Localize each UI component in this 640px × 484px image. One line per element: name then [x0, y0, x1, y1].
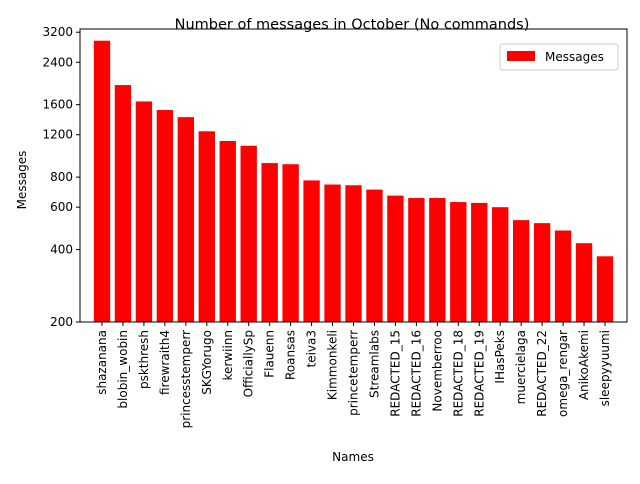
plot-frame: [79, 28, 628, 323]
y-tick-label: 1200: [42, 128, 73, 142]
x-tick-label: REDACTED_22: [535, 330, 549, 417]
x-tick-label: SKGYorugo: [200, 330, 214, 395]
bar-REDACTED_16: [408, 198, 425, 322]
x-tick-label: Kimmonkeli: [326, 330, 340, 400]
x-tick-label: omega_rengar: [556, 330, 570, 417]
x-tick-label: Roansas: [284, 330, 298, 380]
x-tick-label: AnikoAkemi: [577, 330, 591, 400]
x-tick-label: Flauenn: [263, 330, 277, 378]
x-tick-label: firewraith4: [158, 330, 172, 395]
y-tick-label: 200: [50, 315, 73, 329]
bar-Kimmonkeli: [324, 184, 341, 322]
bars-group: [93, 40, 614, 323]
x-tick-label: REDACTED_18: [451, 330, 465, 417]
x-tick-label: REDACTED_16: [409, 330, 423, 417]
bar-teiva3: [303, 180, 320, 322]
bar-firewraith4: [156, 110, 174, 323]
x-tick-label: pskthresh: [137, 330, 151, 389]
bar-OfficiallySp: [240, 145, 257, 322]
bar-SKGYorugo: [198, 131, 215, 322]
y-axis-ticks: 200 400 600 800 1200 1600 2400 3200: [42, 25, 80, 329]
bar-REDACTED_18: [450, 202, 467, 322]
bar-kerwiinn: [219, 141, 236, 322]
x-tick-label: Novemberroo: [430, 330, 444, 412]
bar-AnikoAkemi: [575, 243, 593, 322]
legend-label: Messages: [545, 50, 604, 64]
y-tick-label: 400: [50, 243, 73, 257]
bar-IHasPeks: [492, 207, 509, 322]
bar-REDACTED_19: [471, 202, 488, 322]
bar-shazanana: [93, 40, 111, 322]
x-tick-label: blobin_wobin: [116, 330, 130, 409]
bar-REDACTED_15: [387, 195, 404, 322]
x-tick-label: REDACTED_19: [472, 330, 486, 417]
legend: Messages: [499, 43, 619, 71]
x-tick-label: princetemperr: [347, 330, 361, 416]
bar-blobin_wobin: [114, 85, 132, 322]
y-tick-label: 600: [50, 200, 73, 214]
chart-title: Number of messages in October (No comman…: [175, 17, 530, 33]
x-tick-label: sleepyyuumi: [598, 330, 612, 406]
x-tick-label: IHasPeks: [493, 330, 507, 384]
bar-Roansas: [282, 164, 299, 322]
bar-REDACTED_22: [533, 223, 551, 322]
x-tick-label: REDACTED_15: [388, 330, 402, 417]
bar-pskthresh: [135, 101, 153, 322]
x-axis-ticks: shazanana blobin_wobin pskthresh firewraith…: [95, 322, 612, 428]
y-axis-title: Messages: [15, 151, 29, 210]
bar-princesstemperr: [177, 117, 195, 322]
x-tick-label: OfficiallySp: [242, 330, 256, 397]
legend-swatch: [507, 51, 535, 61]
y-tick-label: 800: [50, 170, 73, 184]
legend-box: [499, 43, 619, 71]
bar-Novemberroo: [429, 198, 446, 322]
x-tick-label: shazanana: [95, 330, 109, 395]
x-tick-label: teiva3: [305, 330, 319, 368]
bar-Streamlabs: [366, 189, 383, 322]
x-tick-label: Streamlabs: [367, 330, 381, 398]
y-tick-label: 1600: [42, 98, 73, 112]
y-tick-label: 2400: [42, 55, 73, 69]
x-tick-label: muercielaga: [514, 330, 528, 404]
bar-muercielaga: [512, 220, 530, 322]
x-tick-label: princesstemperr: [179, 330, 193, 428]
x-axis-title: Names: [332, 450, 374, 464]
x-tick-label: kerwiinn: [221, 330, 235, 381]
y-tick-label: 3200: [42, 25, 73, 39]
bar-princetemperr: [345, 185, 362, 322]
bar-Flauenn: [261, 163, 278, 322]
bar-omega_rengar: [554, 230, 572, 322]
bar-sleepyyuumi: [596, 256, 614, 322]
